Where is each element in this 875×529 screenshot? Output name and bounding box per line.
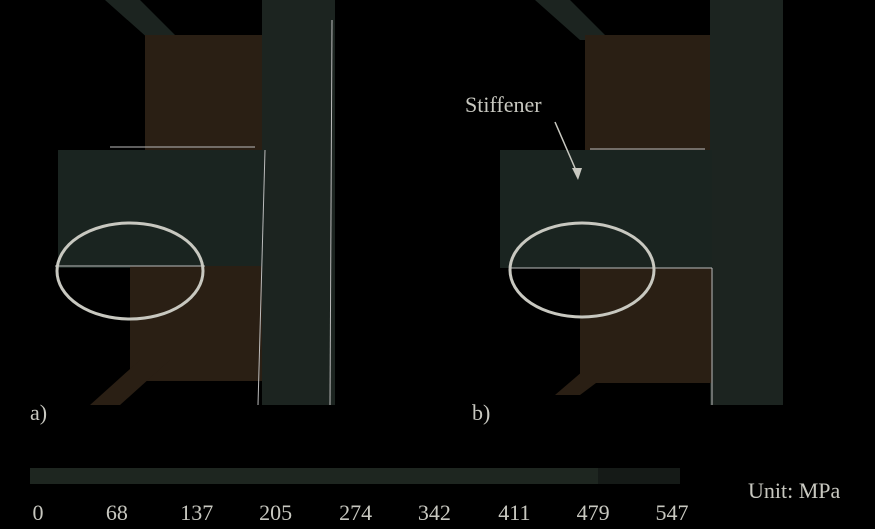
colorbar-tick-label: 342 [418,500,451,525]
colorbar-tick-label: 205 [259,500,292,525]
colorbar-tick-label: 0 [33,500,44,525]
colorbar [30,468,598,484]
colorbar-tick-label: 547 [656,500,689,525]
region [585,35,713,150]
region [262,0,335,405]
region [145,35,265,150]
page: {"panels": [{"label": "a)"}, {"label": "… [0,0,875,529]
region [710,0,783,405]
region [500,150,712,268]
figure: a) Stiffener b) Unit: MPa 0 68 137 205 274 34… [0,0,875,529]
colorbar [598,468,680,484]
panel-label: b) [472,400,490,425]
panel-label: a) [30,400,47,425]
colorbar-tick-label: 137 [180,500,213,525]
region [58,150,265,268]
colorbar-tick-label: 479 [577,500,610,525]
unit-label: Unit: MPa [748,478,841,503]
colorbar-tick-label: 411 [498,500,530,525]
annotation: Stiffener [465,92,542,117]
colorbar-tick-label: 274 [339,500,372,525]
colorbar-tick-label: 68 [106,500,128,525]
